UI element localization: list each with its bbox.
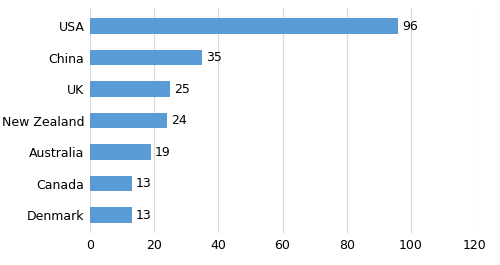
Bar: [90, 113, 167, 129]
Text: 24: 24: [171, 114, 186, 127]
Bar: [90, 207, 132, 223]
Bar: [90, 144, 151, 160]
Text: 35: 35: [206, 51, 222, 64]
Text: 25: 25: [174, 83, 190, 96]
Bar: [90, 18, 398, 34]
Bar: [90, 176, 132, 191]
Text: 96: 96: [402, 20, 417, 33]
Bar: [90, 81, 170, 97]
Text: 13: 13: [136, 209, 152, 222]
Text: 19: 19: [155, 145, 170, 158]
Text: 13: 13: [136, 177, 152, 190]
Bar: [90, 50, 202, 65]
